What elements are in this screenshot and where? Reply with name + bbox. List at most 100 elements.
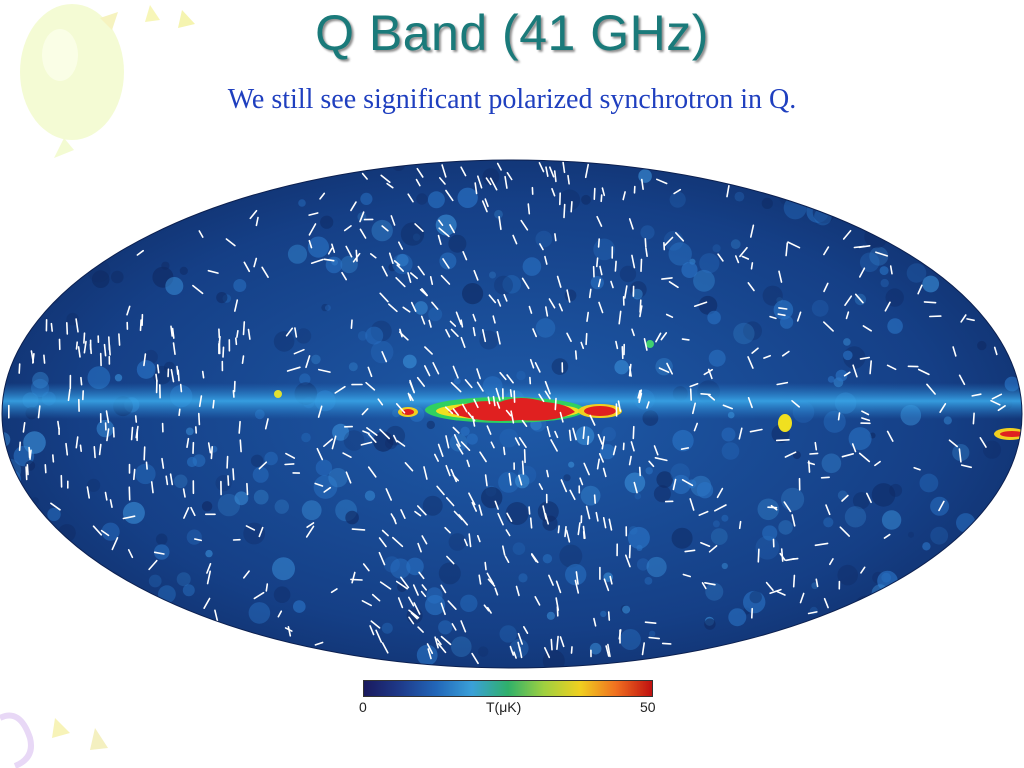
polarization-vector [440,274,451,285]
polarization-vector [397,597,404,609]
polarization-vector [499,371,507,381]
noise-blob [735,160,748,165]
polarization-vector [397,241,404,250]
polarization-vector [317,368,331,373]
polarization-vector [246,482,249,496]
noise-blob [17,542,35,560]
noise-blob [397,582,407,593]
polarization-vector [445,329,451,338]
polarization-vector [423,365,431,377]
noise-blob [2,462,10,480]
noise-blob [9,184,23,197]
noise-blob [837,564,858,586]
polarization-vector [386,182,394,189]
polarization-vector [350,578,363,581]
polarization-vector [750,262,754,270]
noise-blob [118,186,143,210]
noise-blob [881,510,902,530]
polarization-vector [170,325,173,337]
noise-blob [515,473,530,489]
noise-blob [734,191,745,202]
polarization-vector [828,558,834,566]
polarization-vector [134,415,138,423]
polarization-vector [589,414,596,426]
polarization-vector [255,216,259,227]
polarization-vector [741,255,750,260]
noise-blob [707,310,721,325]
polarization-vector [413,602,421,615]
polarization-vector [385,488,393,501]
noise-blob [614,360,629,375]
polarization-vector [779,552,786,562]
noise-blob [696,482,714,499]
polarization-vector [130,426,134,441]
noise-blob [938,160,948,163]
polarization-vector [310,258,324,264]
noise-blob [778,520,793,535]
polarization-vector [530,553,539,564]
polarization-vector [781,350,790,357]
noise-blob [781,487,805,511]
polarization-vector [593,187,596,201]
noise-blob [416,193,428,205]
polarization-vector [757,548,760,563]
polarization-vector [632,425,635,440]
noise-blob [234,491,249,506]
noise-blob [834,624,841,632]
polarization-vector [618,310,622,325]
polarization-vector [689,498,695,511]
polarization-vector [554,397,557,411]
polarization-vector [264,418,269,430]
polarization-vector [514,437,521,446]
noise-blob [542,649,565,668]
polarization-vector [510,410,515,424]
polarization-vector [716,487,724,499]
noise-blob [457,187,478,208]
polarization-vector [663,236,674,247]
polarization-vector [556,635,559,651]
noise-blob [348,362,358,372]
polarization-vector [572,427,577,441]
polarization-vector [447,600,457,611]
polarization-vector [345,245,353,258]
noise-blob [580,485,601,506]
noise-blob [638,169,652,183]
polarization-vector [598,452,605,463]
polarization-vector [323,486,332,493]
polarization-vector [923,301,937,304]
polarization-vector [791,400,801,408]
noise-blob [535,318,556,338]
polarization-vector [501,545,506,556]
polarization-vector [593,494,597,504]
polarization-vector [527,203,531,215]
noise-blob [135,463,156,485]
noise-blob [721,442,740,460]
polarization-vector [844,295,853,306]
polarization-vector [103,343,107,357]
noise-blob [935,160,957,182]
polarization-vector [476,381,484,392]
noise-blob [854,595,877,619]
noise-blob [179,266,188,275]
noise-blob [299,373,311,385]
polarization-vector [455,311,462,326]
noise-blob [89,611,101,623]
noise-blob [45,289,60,304]
polarization-vector [843,371,851,377]
polarization-vector [104,491,108,501]
noise-blob [371,219,393,242]
polarization-vector [784,451,797,458]
polarization-vector [460,319,464,328]
noise-blob [148,160,165,177]
polarization-vector [177,369,180,382]
polarization-vector [512,234,518,245]
polarization-vector [460,620,467,633]
noise-blob [916,639,931,654]
polarization-vector [388,252,394,264]
polarization-vector [468,533,472,548]
polarization-vector [423,466,428,480]
noise-blob [931,252,950,270]
polarization-vector [331,243,336,253]
noise-blob [47,507,61,522]
noise-blob [360,192,373,205]
